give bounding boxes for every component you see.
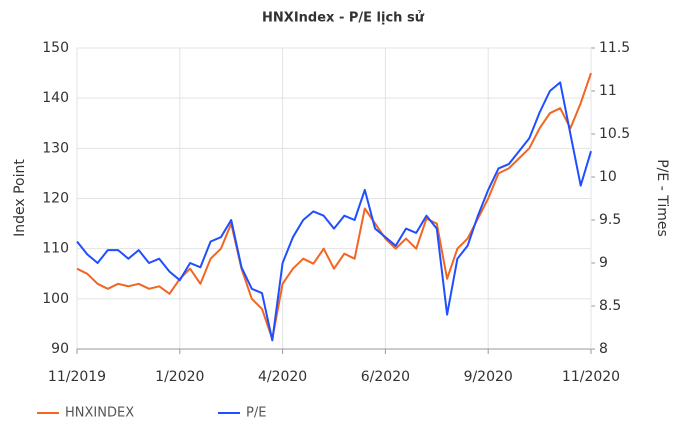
y2-tick-label: 9.5 [599,212,621,228]
y-tick-label: 100 [42,291,69,307]
series-line [76,72,592,340]
x-tick-label: 11/2020 [562,369,620,385]
x-tick-label: 1/2020 [155,369,204,385]
chart-title: HNXIndex - P/E lịch sử [262,11,425,26]
y2-tick-label: 8.5 [599,298,621,314]
x-tick-label: 11/2019 [48,369,106,385]
y2-tick-label: 10.5 [599,126,630,142]
y2-tick-label: 9 [599,255,608,271]
y-tick-label: 130 [42,140,69,156]
y-axis-label: Index Point [12,159,28,237]
y-tick-label: 120 [42,191,69,207]
legend-label: HNXINDEX [65,406,134,421]
y2-tick-label: 11.5 [599,40,630,56]
y-tick-label: 150 [42,40,69,56]
y2-tick-label: 10 [599,169,617,185]
y2-tick-label: 11 [599,83,617,99]
x-tick-label: 4/2020 [258,369,307,385]
y2-tick-label: 8 [599,341,608,357]
y-tick-label: 110 [42,241,69,257]
y2-axis-label: P/E - Times [654,159,670,237]
series-line [76,81,592,342]
y-tick-label: 140 [42,90,69,106]
x-tick-label: 6/2020 [361,369,410,385]
y-tick-label: 90 [51,341,69,357]
x-tick-label: 9/2020 [464,369,513,385]
legend-label: P/E [246,406,266,421]
